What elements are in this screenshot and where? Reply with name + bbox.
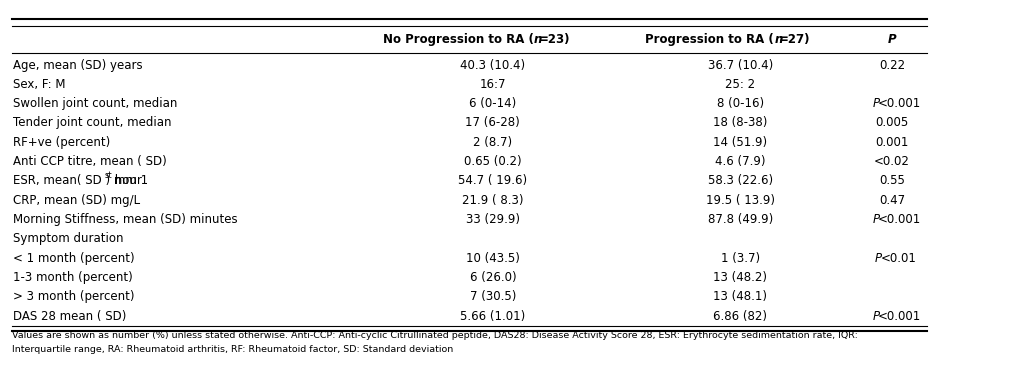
Text: st: st [104,171,112,180]
Text: 0.55: 0.55 [879,174,905,187]
Text: 10 (43.5): 10 (43.5) [466,252,520,265]
Text: 8 (0-16): 8 (0-16) [717,97,764,110]
Text: 54.7 ( 19.6): 54.7 ( 19.6) [459,174,527,187]
Text: 0.001: 0.001 [876,136,909,149]
Text: Interquartile range, RA: Rheumatoid arthritis, RF: Rheumatoid factor, SD: Standa: Interquartile range, RA: Rheumatoid arth… [12,345,453,354]
Text: 7 (30.5): 7 (30.5) [470,290,516,303]
Text: P: P [888,33,896,46]
Text: <0.001: <0.001 [878,97,921,110]
Text: 1-3 month (percent): 1-3 month (percent) [13,271,132,284]
Text: <0.001: <0.001 [878,213,921,226]
Text: 6 (26.0): 6 (26.0) [470,271,516,284]
Text: < 1 month (percent): < 1 month (percent) [13,252,134,265]
Text: No Progression to RA (: No Progression to RA ( [383,33,534,46]
Text: P: P [873,310,880,323]
Text: <0.02: <0.02 [874,155,910,168]
Text: 0.47: 0.47 [879,194,905,207]
Text: 21.9 ( 8.3): 21.9 ( 8.3) [463,194,523,207]
Text: hour: hour [111,174,141,187]
Text: Progression to RA (: Progression to RA ( [645,33,775,46]
Text: No Progression to RA (⁠n⁠=23): No Progression to RA (⁠n⁠=23) [398,33,588,46]
Text: DAS 28 mean ( SD): DAS 28 mean ( SD) [13,310,126,323]
Text: 33 (29.9): 33 (29.9) [466,213,520,226]
Text: 58.3 (22.6): 58.3 (22.6) [708,174,773,187]
Text: 4.6 (7.9): 4.6 (7.9) [715,155,766,168]
Text: Tender joint count, median: Tender joint count, median [13,117,172,129]
Text: 18 (8-38): 18 (8-38) [713,117,768,129]
Text: =27): =27) [779,33,811,46]
Text: 25: 2: 25: 2 [725,78,755,91]
Text: P: P [873,213,880,226]
Text: Symptom duration: Symptom duration [13,232,123,246]
Text: 6 (0-14): 6 (0-14) [470,97,516,110]
Text: 16:7: 16:7 [480,78,506,91]
Text: 1 (3.7): 1 (3.7) [721,252,760,265]
Text: 17 (6-28): 17 (6-28) [466,117,520,129]
Text: 19.5 ( 13.9): 19.5 ( 13.9) [706,194,775,207]
Text: Values are shown as number (%) unless stated otherwise. Anti-CCP: Anti-cyclic Ci: Values are shown as number (%) unless st… [12,331,857,340]
Text: 14 (51.9): 14 (51.9) [713,136,768,149]
Text: > 3 month (percent): > 3 month (percent) [13,290,134,303]
Text: 6.86 (82): 6.86 (82) [713,310,768,323]
Text: <0.01: <0.01 [881,252,917,265]
Text: 0.22: 0.22 [879,59,905,71]
Text: Morning Stiffness, mean (SD) minutes: Morning Stiffness, mean (SD) minutes [13,213,237,226]
Text: n: n [534,33,542,46]
Text: 0.005: 0.005 [876,117,909,129]
Text: 0.65 (0.2): 0.65 (0.2) [464,155,522,168]
Text: Anti CCP titre, mean ( SD): Anti CCP titre, mean ( SD) [13,155,167,168]
Text: 40.3 (10.4): 40.3 (10.4) [461,59,525,71]
Text: P: P [875,252,883,265]
Text: CRP, mean (SD) mg/L: CRP, mean (SD) mg/L [13,194,140,207]
Text: ESR, mean( SD ) mm 1: ESR, mean( SD ) mm 1 [13,174,148,187]
Text: 87.8 (49.9): 87.8 (49.9) [708,213,773,226]
Text: 36.7 (10.4): 36.7 (10.4) [708,59,773,71]
Text: 5.66 (1.01): 5.66 (1.01) [461,310,525,323]
Text: 13 (48.2): 13 (48.2) [713,271,768,284]
Text: Swollen joint count, median: Swollen joint count, median [13,97,178,110]
Text: <0.001: <0.001 [878,310,921,323]
Text: Sex, F: M: Sex, F: M [13,78,66,91]
Text: P: P [873,97,880,110]
Text: RF+ve (percent): RF+ve (percent) [13,136,110,149]
Text: Age, mean (SD) years: Age, mean (SD) years [13,59,142,71]
Text: 2 (8.7): 2 (8.7) [474,136,512,149]
Text: n: n [775,33,783,46]
Text: 13 (48.1): 13 (48.1) [713,290,768,303]
Text: =23): =23) [539,33,571,46]
